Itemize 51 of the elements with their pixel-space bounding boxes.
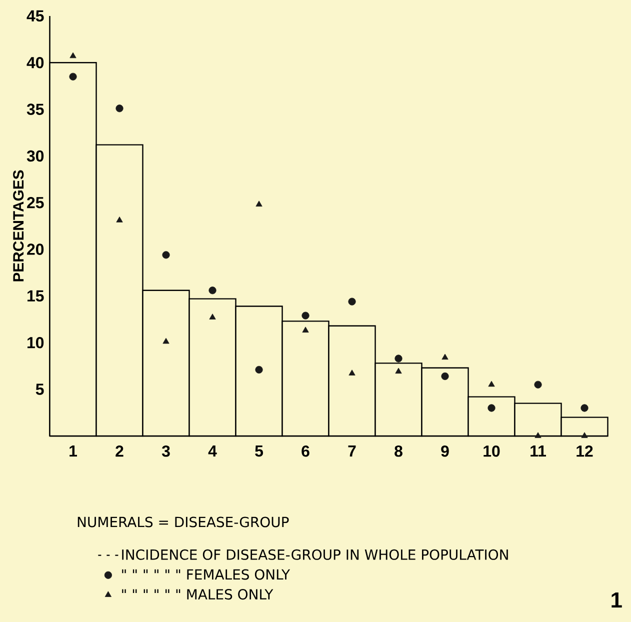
x-tick-label: 1 (70, 446, 77, 456)
x-tick-label: 12 (576, 446, 593, 457)
x-tick-label: 7 (348, 446, 356, 456)
point (534, 380, 542, 388)
text: 1 (612, 592, 622, 608)
y-tick-label: 35 (26, 104, 44, 115)
y-tick-label: 25 (27, 197, 44, 208)
point (255, 366, 263, 374)
point (394, 354, 402, 362)
point (302, 312, 310, 320)
y-tick-label: 45 (26, 10, 44, 22)
x-tick-label: 11 (530, 446, 546, 456)
point (116, 216, 123, 222)
y-tick-label: 30 (26, 150, 44, 162)
point (302, 326, 309, 333)
point (488, 380, 495, 387)
x-tick-label: 9 (441, 446, 449, 457)
point (580, 404, 588, 412)
point (162, 338, 170, 344)
point (395, 368, 402, 374)
y-axis-title: PERCENTAGES (13, 170, 24, 282)
text: NUMERALS = DISEASE-GROUP (78, 516, 289, 528)
point (162, 251, 170, 259)
x-tick-label: 10 (484, 446, 500, 457)
x-tick-label: 4 (208, 446, 217, 456)
point (581, 432, 588, 438)
point (488, 404, 496, 412)
legend-label: INCIDENCE OF DISEASE-GROUP IN WHOLE POPULATION (122, 549, 508, 560)
x-tick-label: 8 (394, 446, 402, 457)
x-tick-label: 2 (116, 446, 124, 457)
y-tick-label: 15 (28, 290, 44, 302)
point (534, 432, 542, 438)
x-tick-label: 3 (162, 446, 170, 457)
point (209, 314, 216, 320)
x-tick-label: 5 (255, 446, 263, 457)
y-tick-label: 10 (28, 337, 44, 348)
point (70, 52, 76, 58)
point (441, 372, 449, 380)
point (442, 354, 448, 360)
point (348, 298, 356, 306)
y-tick-label: 5 (36, 384, 44, 395)
y-tick-label: 20 (27, 244, 44, 255)
point (348, 370, 356, 376)
point (116, 104, 124, 112)
legend-label: " " " " " " FEMALES ONLY (122, 569, 290, 580)
legend-label: " " " " " " MALES ONLY (122, 589, 274, 600)
point (69, 72, 77, 80)
x-tick-label: 6 (302, 446, 310, 457)
point (256, 200, 262, 207)
point (208, 286, 216, 294)
y-tick-label: 40 (26, 57, 44, 68)
